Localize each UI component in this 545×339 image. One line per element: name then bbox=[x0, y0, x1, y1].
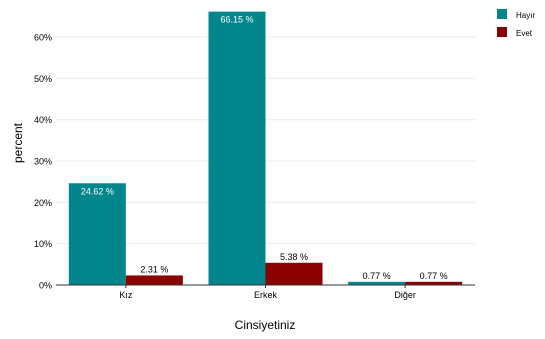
bar-evet-0 bbox=[125, 275, 183, 285]
y-tick-label: 40% bbox=[34, 115, 52, 125]
y-tick-label: 10% bbox=[34, 239, 52, 249]
bar-hayır-1 bbox=[208, 11, 266, 285]
y-axis: 0% 10% 20% 30% 40% 50% 60% bbox=[34, 33, 52, 291]
data-label: 0.77 % bbox=[420, 271, 448, 281]
legend-label-hayır: Hayır bbox=[516, 11, 535, 20]
bar-hayır-2 bbox=[348, 281, 406, 285]
data-label: 0.77 % bbox=[363, 271, 391, 281]
data-labels: 24.62 % 2.31 % 66.15 % 5.38 % 0.77 % 0.77 % bbox=[81, 15, 448, 281]
x-tick-label: Kız bbox=[119, 290, 133, 300]
y-tick-label: 30% bbox=[34, 157, 52, 167]
bar-evet-2 bbox=[405, 281, 463, 285]
data-label: 5.38 % bbox=[280, 252, 308, 262]
x-tick-label: Diğer bbox=[394, 290, 416, 300]
data-label: 2.31 % bbox=[140, 264, 168, 274]
legend-swatch-hayır bbox=[497, 9, 507, 19]
data-label: 24.62 % bbox=[81, 186, 114, 196]
x-tick-label: Erkek bbox=[254, 290, 278, 300]
y-tick-label: 50% bbox=[34, 74, 52, 84]
y-axis-title: percent bbox=[11, 122, 25, 163]
legend: Hayır Evet bbox=[497, 9, 535, 38]
bars bbox=[68, 11, 463, 285]
x-axis-title: Cinsiyetiniz bbox=[235, 318, 296, 332]
y-tick-label: 20% bbox=[34, 198, 52, 208]
y-tick-label: 0% bbox=[39, 281, 52, 291]
bar-evet-1 bbox=[265, 262, 323, 285]
x-axis: Kız Erkek Diğer bbox=[56, 284, 475, 300]
legend-label-evet: Evet bbox=[516, 29, 533, 38]
bar-hayır-0 bbox=[68, 183, 126, 285]
legend-swatch-evet bbox=[497, 27, 507, 37]
y-tick-label: 60% bbox=[34, 33, 52, 43]
data-label: 66.15 % bbox=[220, 15, 253, 25]
